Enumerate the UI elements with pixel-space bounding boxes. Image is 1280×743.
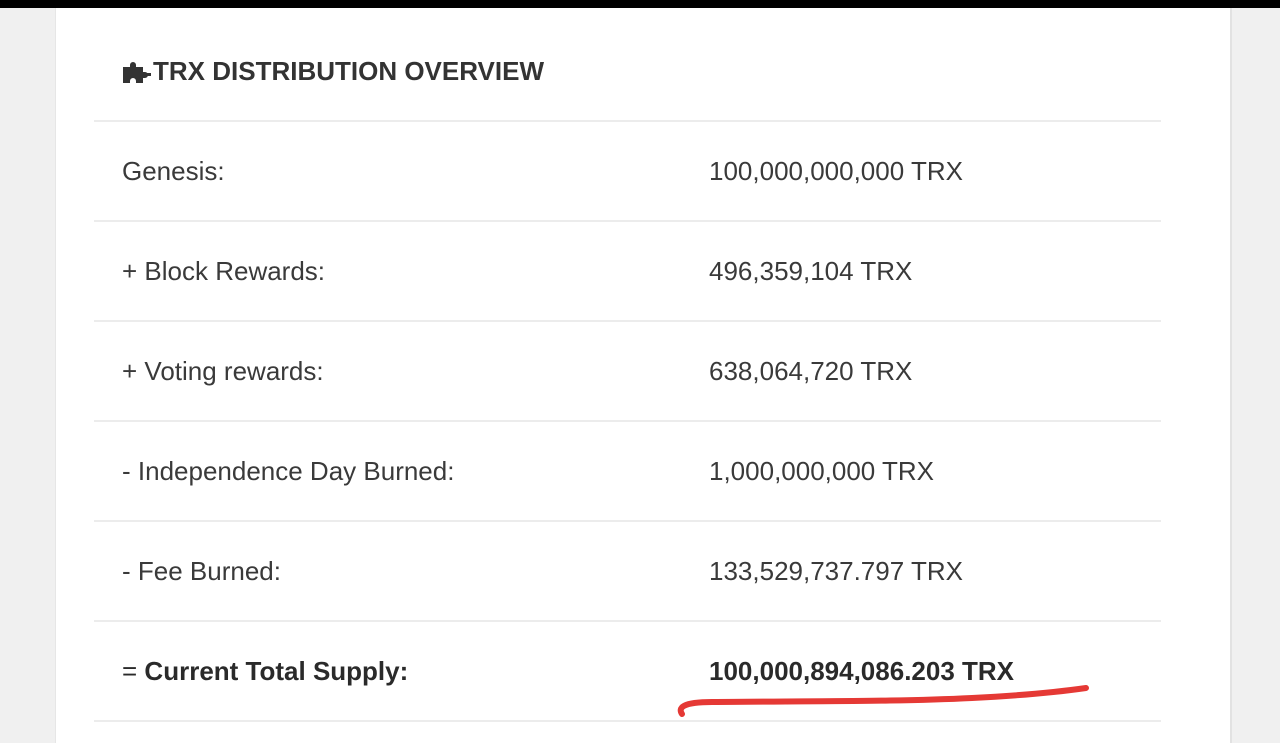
card-title: TRX DISTRIBUTION OVERVIEW [153, 55, 544, 86]
status-bar-strip [0, 0, 1280, 8]
row-label-fee-burned: - Fee Burned: [122, 556, 281, 586]
row-label-independence-day-burned: - Independence Day Burned: [122, 456, 455, 486]
total-prefix: = [122, 656, 145, 686]
red-underline-annotation [677, 685, 1089, 717]
row-label-total: = Current Total Supply: [122, 656, 408, 687]
row-value-block-rewards: 496,359,104 TRX [709, 256, 913, 286]
row-label-genesis: Genesis: [122, 156, 225, 186]
table-row: - Independence Day Burned: 1,000,000,000… [94, 420, 1161, 520]
puzzle-icon [121, 57, 153, 85]
table-row: - Fee Burned: 133,529,737.797 TRX [94, 520, 1161, 620]
row-label-voting-rewards: + Voting rewards: [122, 356, 324, 386]
row-value-fee-burned: 133,529,737.797 TRX [709, 556, 963, 586]
total-label: Current Total Supply: [144, 656, 409, 686]
distribution-card: TRX DISTRIBUTION OVERVIEW Genesis: 100,0… [55, 8, 1232, 743]
row-label-block-rewards: + Block Rewards: [122, 256, 326, 286]
row-value-total: 100,000,894,086.203 TRX [709, 656, 1015, 686]
row-value-genesis: 100,000,000,000 TRX [709, 156, 963, 186]
table-row: + Voting rewards: 638,064,720 TRX [94, 320, 1161, 420]
table-row-total: = Current Total Supply: 100,000,894,086.… [94, 620, 1161, 722]
table-row: + Block Rewards: 496,359,104 TRX [94, 220, 1161, 320]
card-header: TRX DISTRIBUTION OVERVIEW [121, 56, 544, 86]
row-value-independence-day-burned: 1,000,000,000 TRX [709, 456, 935, 486]
table-row: Genesis: 100,000,000,000 TRX [94, 120, 1161, 220]
row-value-voting-rewards: 638,064,720 TRX [709, 356, 913, 386]
distribution-table: Genesis: 100,000,000,000 TRX + Block Rew… [94, 120, 1161, 722]
